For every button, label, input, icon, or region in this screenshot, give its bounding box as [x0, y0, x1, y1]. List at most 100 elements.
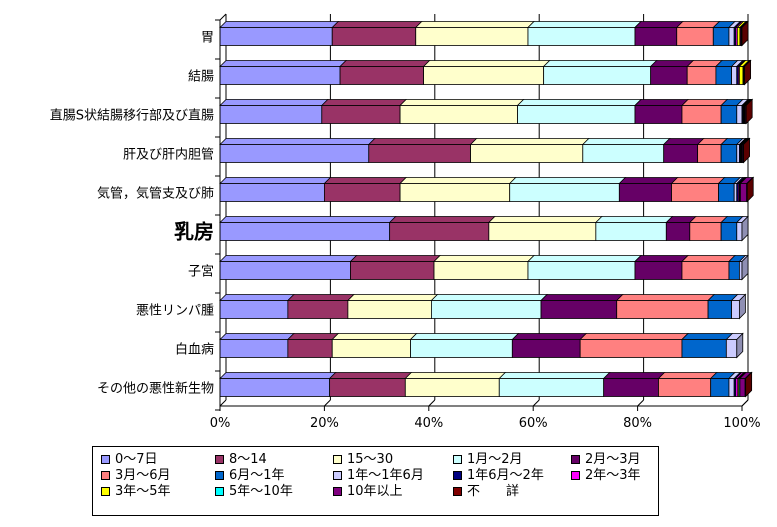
- bar: [738, 66, 744, 85]
- bar-segment: [735, 215, 749, 242]
- bar: [219, 105, 323, 124]
- floor-gridline: [532, 399, 540, 407]
- bar-segment: [219, 99, 329, 124]
- legend-label: 0～7日: [115, 452, 158, 467]
- x-tick-label: 80%: [623, 416, 652, 431]
- category-label: 気管，気管支及び肺: [97, 186, 214, 202]
- legend-swatch: [215, 455, 224, 464]
- bar-segment: [740, 20, 749, 47]
- bar-top-face: [399, 177, 517, 184]
- bar-segment: [219, 372, 337, 397]
- bar-segment: [286, 333, 340, 358]
- bar: [720, 222, 738, 241]
- bar: [736, 222, 743, 241]
- legend-swatch: [101, 455, 110, 464]
- floor-gridline: [637, 399, 644, 407]
- legend-label: 2年～3年: [585, 468, 641, 483]
- bar-segment: [670, 177, 726, 202]
- bar-segment: [634, 99, 689, 124]
- bar-segment: [662, 138, 705, 163]
- legend-swatch: [571, 455, 580, 464]
- bar-top-face: [331, 333, 418, 340]
- bar-segment: [320, 99, 408, 124]
- bar-segment: [634, 21, 684, 46]
- bar: [399, 183, 511, 202]
- bar-top-face: [634, 99, 689, 106]
- bar: [219, 183, 325, 202]
- bar-segment: [487, 216, 603, 241]
- bar: [433, 261, 529, 280]
- bar: [731, 66, 738, 85]
- bar: [287, 300, 349, 319]
- bar-top-face: [219, 99, 329, 106]
- bar-top-face: [618, 177, 679, 184]
- legend-swatch: [453, 487, 462, 496]
- bar-segment: [219, 333, 295, 358]
- bar-top-face: [527, 21, 642, 28]
- bar: [728, 27, 735, 46]
- bar-top-face: [388, 216, 496, 223]
- x-tick-label: 60%: [519, 416, 548, 431]
- floor-gridline: [428, 399, 436, 407]
- bar-top-face: [581, 138, 671, 145]
- bar-top-face: [498, 372, 611, 379]
- bar-segment: [744, 371, 753, 398]
- bar-segment: [328, 372, 413, 397]
- bar: [616, 300, 709, 319]
- bar: [423, 66, 545, 85]
- x-tick-label: 20%: [310, 416, 339, 431]
- bar: [707, 300, 732, 319]
- bar-segment: [744, 98, 754, 125]
- bar: [517, 105, 636, 124]
- bar-top-face: [681, 255, 736, 262]
- bar: [720, 105, 738, 124]
- bar: [728, 378, 735, 397]
- legend-label: 3月～6月: [115, 468, 171, 483]
- bar-row: [219, 293, 747, 320]
- bar-side-face: [738, 293, 746, 320]
- bar: [739, 378, 746, 397]
- bar-top-face: [339, 60, 431, 67]
- bar-top-face: [657, 372, 718, 379]
- bar-top-face: [219, 138, 376, 145]
- bar-top-face: [634, 21, 684, 28]
- bar-segment: [681, 333, 734, 358]
- bar-top-face: [286, 333, 340, 340]
- bar-row: [219, 371, 753, 398]
- bar: [712, 27, 730, 46]
- bar: [740, 183, 748, 202]
- bar-top-face: [675, 21, 721, 28]
- bar-segment: [542, 60, 658, 85]
- y-axis-depth: [219, 13, 227, 21]
- bar-top-face: [328, 372, 413, 379]
- floor-gridline: [219, 399, 227, 407]
- bar: [350, 261, 435, 280]
- bar-segment: [717, 177, 742, 202]
- bar: [509, 183, 620, 202]
- bar-segment: [594, 216, 674, 241]
- bar-side-face: [741, 254, 749, 281]
- category-label: 肝及び肝内胆管: [123, 147, 214, 163]
- bar-segment: [540, 294, 624, 319]
- category-label: その他の悪性新生物: [97, 381, 214, 397]
- bar-segment: [331, 333, 418, 358]
- bar-top-face: [404, 372, 507, 379]
- bar: [681, 339, 727, 358]
- bar-row: [219, 98, 754, 125]
- bar-row: [219, 59, 752, 86]
- bar-segment: [409, 333, 520, 358]
- bar-segment: [634, 255, 689, 280]
- bar: [404, 378, 500, 397]
- bar: [665, 222, 691, 241]
- bar-segment: [219, 255, 358, 280]
- bar-side-face: [741, 215, 749, 242]
- bar-top-face: [331, 21, 423, 28]
- bar-series-group: [219, 20, 755, 398]
- bar-segment: [399, 177, 517, 202]
- legend-label: 不 詳: [467, 484, 520, 499]
- bar: [728, 261, 740, 280]
- category-labels: 胃結腸直腸S状結腸移行部及び直腸肝及び肝内胆管気管，気管支及び肺乳房子宮悪性リン…: [50, 31, 214, 397]
- bar-top-face: [469, 138, 590, 145]
- bar-segment: [579, 333, 689, 358]
- bar-top-face: [662, 138, 705, 145]
